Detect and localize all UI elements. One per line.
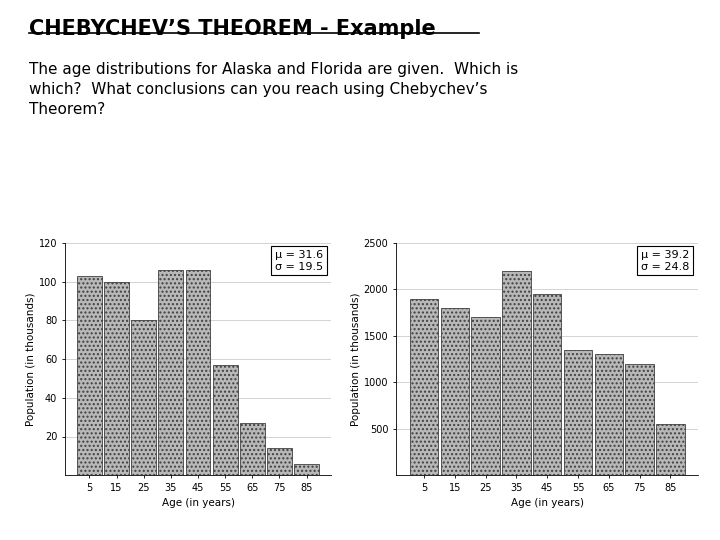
Bar bbox=[267, 448, 292, 475]
Bar bbox=[294, 463, 319, 475]
Bar bbox=[595, 354, 623, 475]
Bar bbox=[657, 424, 685, 475]
Bar bbox=[240, 423, 265, 475]
Bar bbox=[564, 350, 592, 475]
Bar bbox=[503, 271, 531, 475]
Text: μ = 39.2
σ = 24.8: μ = 39.2 σ = 24.8 bbox=[641, 250, 689, 272]
Bar bbox=[410, 299, 438, 475]
Y-axis label: Population (in thousands): Population (in thousands) bbox=[351, 292, 361, 426]
Text: The age distributions for Alaska and Florida are given.  Which is
which?  What c: The age distributions for Alaska and Flo… bbox=[29, 62, 518, 117]
Bar bbox=[533, 294, 562, 475]
Text: μ = 31.6
σ = 19.5: μ = 31.6 σ = 19.5 bbox=[275, 250, 323, 272]
Y-axis label: Population (in thousands): Population (in thousands) bbox=[26, 292, 36, 426]
Bar bbox=[131, 320, 156, 475]
Bar bbox=[158, 270, 184, 475]
Bar bbox=[186, 270, 210, 475]
X-axis label: Age (in years): Age (in years) bbox=[510, 498, 584, 508]
X-axis label: Age (in years): Age (in years) bbox=[161, 498, 235, 508]
Bar bbox=[441, 308, 469, 475]
Bar bbox=[212, 365, 238, 475]
Bar bbox=[626, 364, 654, 475]
Bar bbox=[104, 282, 129, 475]
Text: CHEBYCHEV’S THEOREM - Example: CHEBYCHEV’S THEOREM - Example bbox=[29, 19, 436, 39]
Bar bbox=[472, 318, 500, 475]
Bar bbox=[77, 276, 102, 475]
